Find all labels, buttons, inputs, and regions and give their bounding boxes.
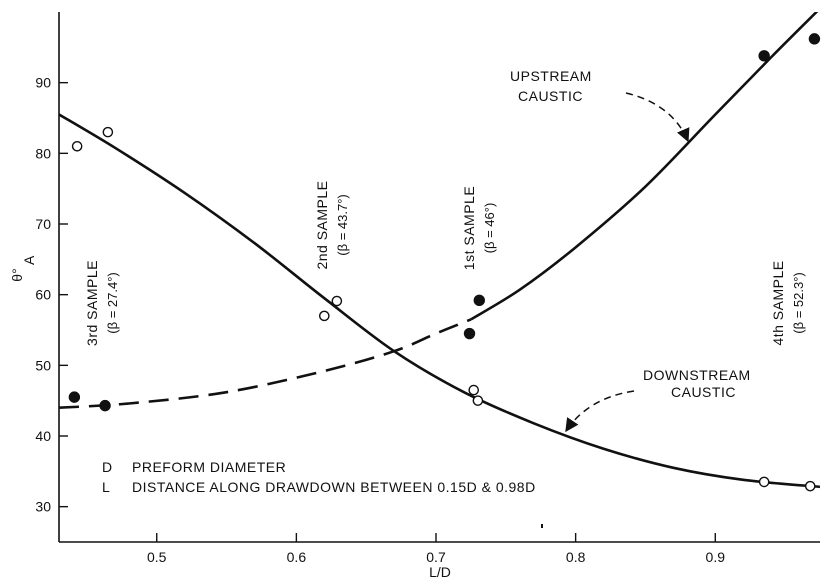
sample3-title: 3rd SAMPLE: [84, 260, 100, 346]
y-tick-label: 30: [35, 499, 51, 515]
x-tick-label: 0.7: [426, 549, 446, 565]
sample1-label: 1st SAMPLE (β = 46°): [461, 186, 497, 270]
y-tick-label: 70: [35, 216, 51, 232]
sample4-title: 4th SAMPLE: [770, 260, 786, 345]
y-tick-label: 90: [35, 75, 51, 91]
y-tick-label: 50: [35, 357, 51, 373]
upstream-label-line2: CAUSTIC: [518, 88, 583, 104]
open-point: [102, 126, 114, 138]
upstream-pointer-arrow: [625, 92, 690, 143]
legend-text-d: PREFORM DIAMETER: [132, 459, 286, 475]
upstream-label-line1: UPSTREAM: [510, 68, 592, 84]
legend-text-l: DISTANCE ALONG DRAWDOWN BETWEEN 0.15D & …: [132, 479, 536, 495]
open-point: [319, 310, 330, 322]
open-point: [804, 480, 816, 492]
x-tick-label: 0.5: [147, 549, 167, 565]
downstream-label-line2: CAUSTIC: [671, 384, 736, 400]
sample1-beta: (β = 46°): [482, 203, 497, 254]
sample1-title: 1st SAMPLE: [461, 186, 477, 270]
upstream-caustic-solid-curve: [470, 12, 819, 321]
y-axis-title-main: θ°: [9, 268, 25, 281]
filled-point: [68, 391, 81, 403]
open-point: [758, 476, 770, 488]
filled-point: [473, 294, 485, 307]
x-tick-label: 0.6: [287, 549, 307, 565]
legend-key-d: D: [102, 459, 113, 475]
filled-point: [463, 327, 476, 340]
axis-ticks: 0.5 0.6 0.7 0.8 0.9 30 40 50 60 70 80 90: [35, 75, 725, 565]
sample4-beta: (β = 52.3°): [791, 272, 806, 333]
sample3-label: 3rd SAMPLE (β = 27.4°): [84, 260, 120, 346]
y-axis-title: θ° A: [9, 255, 37, 282]
y-axis-title-sub: A: [21, 255, 37, 265]
sample3-beta: (β = 27.4°): [105, 272, 120, 333]
sample2-beta: (β = 43.7°): [335, 194, 350, 255]
x-tick-label: 0.8: [566, 549, 586, 565]
filled-point: [99, 399, 111, 412]
legend: D PREFORM DIAMETER L DISTANCE ALONG DRAW…: [102, 459, 536, 495]
open-point: [71, 140, 83, 152]
downstream-pointer-arrow: [565, 390, 635, 433]
filled-point: [808, 33, 821, 45]
sample2-label: 2nd SAMPLE (β = 43.7°): [314, 180, 350, 269]
sample2-title: 2nd SAMPLE: [314, 180, 330, 269]
open-point: [468, 384, 480, 396]
scan-speck: [541, 524, 543, 528]
open-point: [472, 395, 484, 406]
data-points: [68, 33, 821, 492]
x-axis-title: L/D: [429, 564, 451, 580]
y-tick-label: 60: [35, 287, 51, 303]
open-point: [331, 295, 343, 307]
legend-key-l: L: [102, 479, 110, 495]
upstream-caustic-dashed-curve: [59, 318, 472, 410]
sample4-label: 4th SAMPLE (β = 52.3°): [770, 260, 806, 345]
y-tick-label: 80: [35, 145, 51, 161]
filled-point: [758, 50, 770, 62]
x-tick-label: 0.9: [706, 549, 726, 565]
downstream-caustic-curve: [59, 113, 820, 489]
y-tick-label: 40: [35, 428, 51, 444]
downstream-label-line1: DOWNSTREAM: [643, 367, 751, 383]
